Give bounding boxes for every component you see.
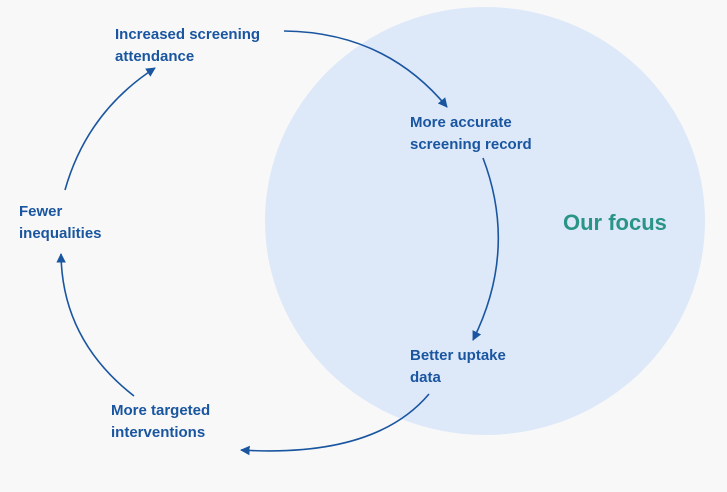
node-line: More accurate xyxy=(410,114,512,131)
node-line: inequalities xyxy=(19,225,102,242)
node-line: Fewer xyxy=(19,203,63,220)
node-more-targeted-interventions: More targeted interventions xyxy=(111,400,210,444)
node-line: attendance xyxy=(115,48,195,65)
node-line: Increased screening xyxy=(115,26,261,43)
arrow-inequalities-to-attendance xyxy=(64,67,156,191)
arrow-interventions-to-inequalities xyxy=(56,253,135,397)
node-line: screening record xyxy=(410,136,532,153)
arrow-record-to-uptake xyxy=(472,157,500,341)
node-increased-screening-attendance: Increased screening attendance xyxy=(115,24,260,68)
focus-circle xyxy=(265,7,705,435)
arrow-attendance-to-record xyxy=(283,30,448,108)
node-line: data xyxy=(410,369,441,386)
focus-label: Our focus xyxy=(563,210,667,235)
node-fewer-inequalities: Fewer inequalities xyxy=(19,201,102,245)
node-better-uptake-data: Better uptake data xyxy=(410,345,506,389)
node-more-accurate-screening-record: More accurate screening record xyxy=(410,112,532,156)
node-line: interventions xyxy=(111,424,206,441)
node-line: More targeted xyxy=(111,402,211,419)
node-line: Better uptake xyxy=(410,347,506,364)
arrow-uptake-to-interventions xyxy=(240,393,430,456)
